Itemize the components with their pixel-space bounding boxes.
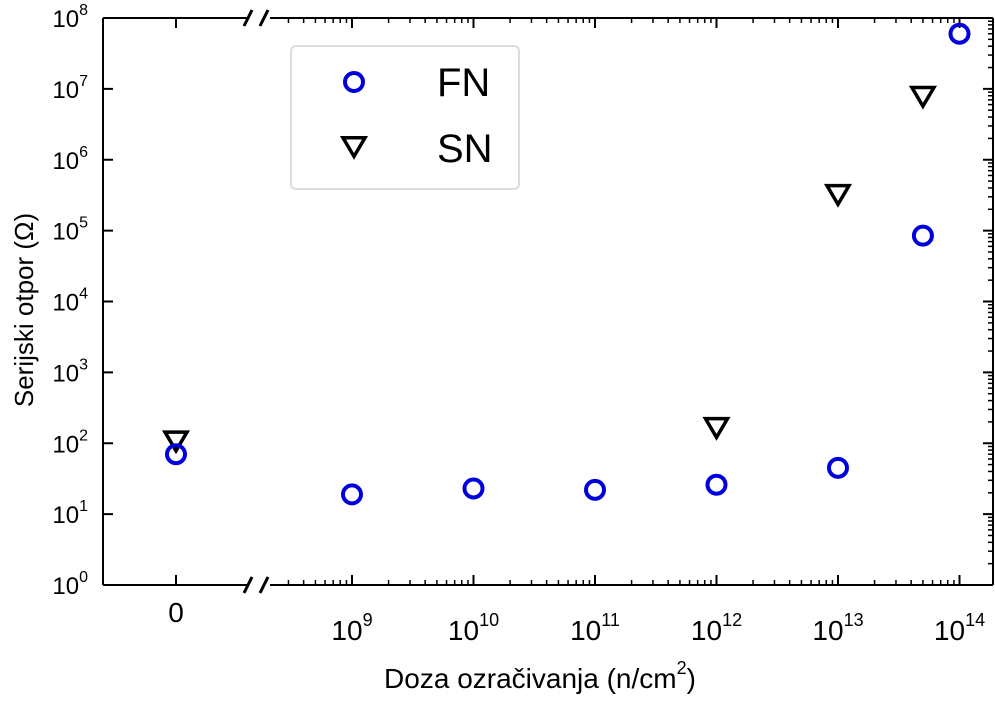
fn-data-point [584,478,606,501]
fn-data-point [341,483,363,506]
y-tick-label-exp: 5 [79,215,88,232]
x-tick-label-exp: 13 [844,610,864,630]
legend-box [290,45,520,190]
x-tick-label-base: 10 [331,615,362,646]
y-tick-label: 108 [52,2,88,33]
y-axis-label: Serijski otpor (Ω) [9,213,39,407]
x-tick-label-base: 0 [168,597,184,628]
x-axis-label: Doza ozračivanja (n/cm2) [384,658,696,694]
x-tick-label-base: 10 [691,615,722,646]
x-tick-label-exp: 10 [479,610,499,630]
y-tick-label-base: 10 [52,77,79,104]
x-tick-label-exp: 14 [965,610,985,630]
x-tick-label: 109 [331,610,372,646]
y-tick-label-exp: 0 [79,569,88,586]
sn-data-point [702,416,731,441]
y-tick-label-exp: 7 [79,73,88,90]
fn-data-point [705,473,728,496]
fn-data-point [165,443,187,466]
fn-data-point [911,224,934,247]
x-tick-label-base: 10 [812,615,843,646]
x-tick-label: 1011 [570,610,620,646]
fn-data-point [948,22,971,45]
y-tick-label: 104 [52,286,88,317]
top-axis-break-mark [242,9,254,27]
x-tick-label: 1010 [448,610,499,646]
y-tick-label-base: 10 [52,290,79,317]
legend: FN SN [290,45,520,190]
x-tick-label: 1012 [691,610,742,646]
x-tick-label-base: 10 [934,615,965,646]
x-axis-label-main: Doza ozračivanja (n/cm [384,663,677,694]
y-tick-label-exp: 6 [79,144,88,161]
y-tick-label-exp: 3 [79,356,88,373]
fn-data-point [462,477,485,500]
y-tick-label: 100 [52,569,88,600]
y-tick-label-exp: 4 [79,286,88,303]
legend-label: SN [437,127,493,171]
x-tick-label-exp: 11 [601,610,620,630]
x-tick-label-base: 10 [448,615,479,646]
y-tick-label-base: 10 [52,502,79,529]
y-tick-label-exp: 1 [79,498,88,515]
y-tick-label-base: 10 [52,431,79,458]
x-tick-label-base: 10 [570,615,601,646]
bottom-axis-break-mark [242,576,254,594]
sn-data-point [161,430,191,455]
y-tick-label-base: 10 [52,360,79,387]
y-tick-label-exp: 2 [79,427,88,444]
sn-data-point [908,85,937,110]
y-tick-label-base: 10 [52,219,79,246]
y-tick-label: 102 [52,427,88,458]
top-axis-break-mark [258,9,270,27]
fn-data-point [827,456,849,479]
x-tick-label: 1013 [812,610,863,646]
y-tick-label-base: 10 [52,148,79,175]
data-marks [161,22,971,506]
y-tick-label-base: 10 [52,6,79,33]
sn-data-point [823,183,853,208]
legend-label: FN [437,61,490,105]
legend-fn-marker [343,71,365,93]
y-tick-label-exp: 8 [79,2,88,19]
y-tick-label: 105 [52,215,88,246]
x-tick-label-exp: 12 [722,610,742,630]
x-tick-label: 0 [168,597,184,628]
x-axis-label-sup: 2 [677,658,687,678]
x-axis-label-end: ) [687,663,696,694]
y-tick-label: 107 [52,73,88,104]
y-tick-label-base: 10 [52,573,79,600]
legend-sn-marker [339,136,369,160]
y-tick-label: 101 [52,498,88,529]
bottom-axis-break-mark [258,576,270,594]
y-tick-label: 103 [52,356,88,387]
x-tick-label-exp: 9 [363,610,373,630]
x-tick-label: 1014 [934,610,985,646]
y-tick-label: 106 [52,144,88,175]
axes [102,9,994,594]
